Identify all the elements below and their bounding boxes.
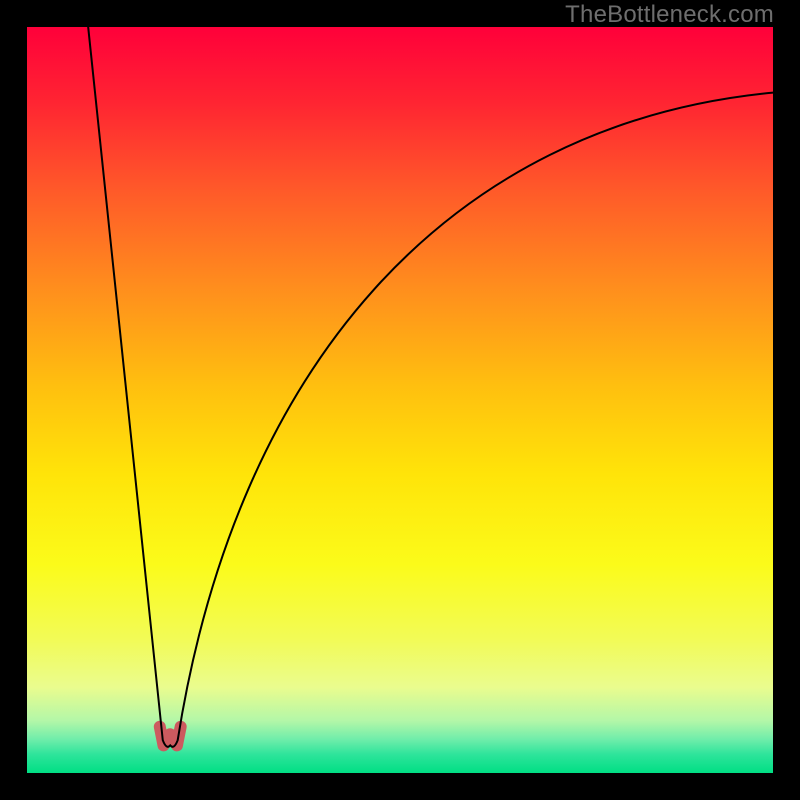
- watermark-text: TheBottleneck.com: [565, 1, 774, 29]
- gradient-background: [27, 27, 773, 773]
- chart-stage: TheBottleneck.com: [0, 0, 800, 800]
- plot-area: [27, 27, 773, 773]
- plot-svg: [27, 27, 773, 773]
